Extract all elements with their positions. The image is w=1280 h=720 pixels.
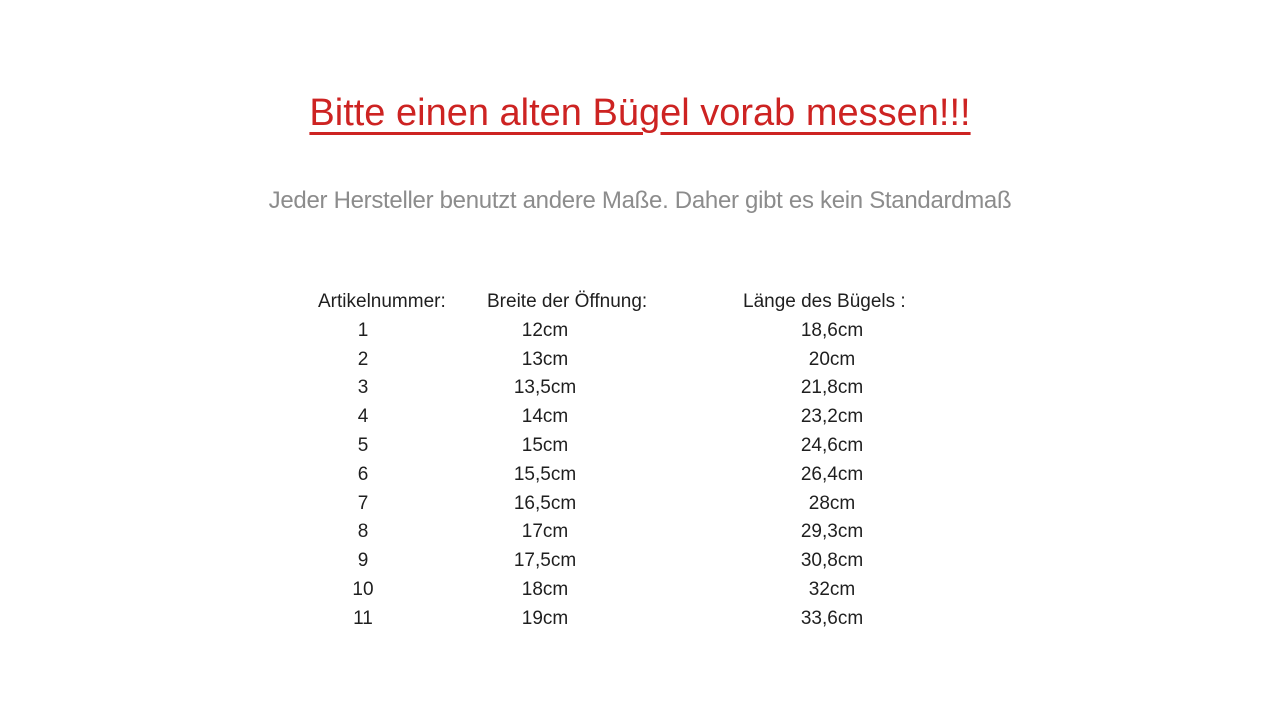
table-row: 8 17cm 29,3cm <box>0 518 1280 547</box>
table-row: 1 12cm 18,6cm <box>0 317 1280 346</box>
measurement-table: Artikelnummer: Breite der Öffnung: Länge… <box>0 288 1280 634</box>
cell-article-number: 6 <box>357 463 369 485</box>
cell-opening-width: 16,5cm <box>513 492 577 514</box>
cell-hanger-length: 26,4cm <box>800 463 864 485</box>
cell-opening-width: 15,5cm <box>513 463 577 485</box>
table-header-row: Artikelnummer: Breite der Öffnung: Länge… <box>0 288 1280 317</box>
table-row: 6 15,5cm 26,4cm <box>0 461 1280 490</box>
table-row: 5 15cm 24,6cm <box>0 432 1280 461</box>
cell-article-number: 4 <box>357 406 369 428</box>
cell-hanger-length: 18,6cm <box>800 319 864 341</box>
page-subtitle: Jeder Hersteller benutzt andere Maße. Da… <box>268 187 1012 214</box>
cell-hanger-length: 20cm <box>808 348 856 370</box>
column-header-article-number: Artikelnummer: <box>318 291 446 312</box>
cell-article-number: 9 <box>357 550 369 572</box>
cell-opening-width: 17,5cm <box>513 550 577 572</box>
table-row: 9 17,5cm 30,8cm <box>0 547 1280 576</box>
cell-article-number: 8 <box>357 521 369 543</box>
cell-hanger-length: 29,3cm <box>800 521 864 543</box>
cell-article-number: 3 <box>357 377 369 399</box>
cell-opening-width: 13,5cm <box>513 377 577 399</box>
cell-hanger-length: 23,2cm <box>800 406 864 428</box>
cell-opening-width: 19cm <box>521 607 569 629</box>
cell-opening-width: 18cm <box>521 578 569 600</box>
cell-opening-width: 17cm <box>521 521 569 543</box>
table-row: 7 16,5cm 28cm <box>0 490 1280 519</box>
table-row: 4 14cm 23,2cm <box>0 403 1280 432</box>
cell-hanger-length: 30,8cm <box>800 550 864 572</box>
cell-hanger-length: 32cm <box>808 578 856 600</box>
cell-article-number: 7 <box>357 492 369 514</box>
cell-opening-width: 14cm <box>521 406 569 428</box>
table-row: 11 19cm 33,6cm <box>0 605 1280 634</box>
cell-hanger-length: 28cm <box>808 492 856 514</box>
table-row: 10 18cm 32cm <box>0 576 1280 605</box>
cell-article-number: 1 <box>357 319 369 341</box>
cell-hanger-length: 24,6cm <box>800 434 864 456</box>
cell-opening-width: 15cm <box>521 434 569 456</box>
table-row: 2 13cm 20cm <box>0 346 1280 375</box>
cell-hanger-length: 33,6cm <box>800 607 864 629</box>
cell-article-number: 5 <box>357 434 369 456</box>
table-body: 1 12cm 18,6cm 2 13cm 20cm 3 13,5cm 21,8c… <box>0 317 1280 634</box>
table-row: 3 13,5cm 21,8cm <box>0 374 1280 403</box>
cell-opening-width: 13cm <box>521 348 569 370</box>
cell-article-number: 11 <box>353 607 373 629</box>
cell-article-number: 10 <box>352 578 374 600</box>
cell-article-number: 2 <box>357 348 369 370</box>
column-header-hanger-length: Länge des Bügels : <box>743 291 906 312</box>
cell-opening-width: 12cm <box>521 319 569 341</box>
page-title: Bitte einen alten Bügel vorab messen!!! <box>309 92 971 134</box>
cell-hanger-length: 21,8cm <box>800 377 864 399</box>
column-header-opening-width: Breite der Öffnung: <box>487 291 648 312</box>
